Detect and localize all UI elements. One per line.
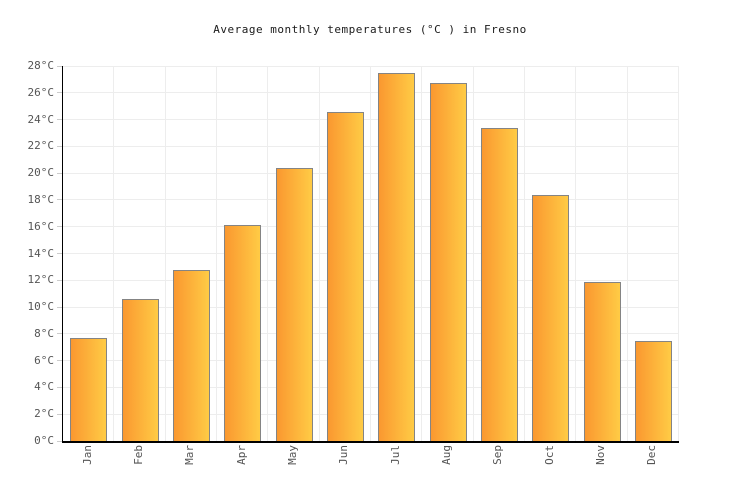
x-axis-label-jan: Jan: [80, 445, 94, 465]
x-axis-label-jul: Jul: [388, 445, 402, 465]
y-axis-label: 12°C: [27, 273, 55, 287]
y-tick: [57, 172, 62, 174]
x-gridline: [472, 66, 474, 441]
bar-jun: [326, 111, 364, 441]
y-tick: [57, 253, 62, 254]
y-axis-label: 8°C: [34, 326, 54, 340]
y-tick: [57, 386, 62, 388]
y-axis-label: 14°C: [27, 246, 55, 260]
bar-mar: [172, 269, 210, 441]
x-gridline: [370, 66, 371, 441]
y-tick: [57, 360, 62, 362]
x-gridline: [575, 66, 577, 441]
y-axis-label: 24°C: [27, 112, 55, 126]
y-tick: [57, 199, 62, 201]
y-axis-label: 2°C: [34, 407, 54, 421]
x-gridline: [524, 66, 525, 441]
y-axis-label: 4°C: [34, 380, 54, 394]
x-axis-label-oct: Oct: [542, 445, 556, 465]
x-gridline: [216, 66, 217, 441]
bar-nov: [583, 281, 621, 441]
bar-jan: [70, 337, 108, 441]
y-tick: [57, 65, 62, 67]
y-axis-label: 22°C: [27, 139, 55, 153]
y-gridline: [63, 65, 679, 67]
y-gridline: [63, 199, 679, 201]
y-axis-label: 16°C: [27, 219, 55, 233]
x-axis-label-feb: Feb: [132, 445, 145, 465]
y-tick: [57, 306, 62, 308]
y-axis-label: 18°C: [27, 192, 55, 206]
x-gridline: [626, 66, 628, 441]
y-tick: [57, 440, 62, 442]
x-axis-label-may: May: [286, 445, 299, 465]
y-axis-label: 26°C: [27, 85, 55, 99]
x-axis-label-dec: Dec: [645, 445, 659, 465]
x-axis-label-mar: Mar: [183, 445, 197, 465]
y-axis-label: 20°C: [27, 166, 55, 180]
y-gridline: [63, 119, 679, 121]
bar-oct: [532, 194, 570, 441]
y-axis-label: 6°C: [34, 353, 54, 367]
y-gridline: [63, 333, 679, 335]
y-tick: [57, 145, 62, 147]
y-gridline: [63, 360, 679, 362]
bar-sep: [480, 127, 518, 441]
bar-dec: [634, 340, 672, 441]
y-tick: [57, 413, 62, 415]
y-tick: [57, 279, 62, 281]
x-axis-label-nov: Nov: [594, 445, 607, 465]
x-gridline: [318, 66, 320, 441]
y-axis-label: 10°C: [27, 300, 55, 314]
y-tick: [57, 226, 62, 228]
y-gridline: [63, 226, 679, 228]
bar-apr: [224, 225, 262, 441]
y-tick: [57, 333, 62, 335]
bar-jul: [378, 72, 416, 441]
y-tick: [57, 92, 62, 94]
y-gridline: [63, 306, 679, 308]
bar-feb: [121, 299, 159, 441]
plot-area: [62, 65, 679, 443]
y-axis-label: 0°C: [34, 434, 54, 447]
y-gridline: [63, 145, 679, 147]
y-gridline: [63, 253, 679, 254]
bar-may: [275, 167, 313, 441]
y-gridline: [63, 386, 679, 388]
x-axis-label-apr: Apr: [234, 445, 248, 465]
x-gridline: [267, 66, 269, 441]
y-gridline: [63, 279, 679, 281]
x-gridline: [113, 66, 115, 441]
x-gridline: [164, 66, 166, 441]
chart-title: Average monthly temperatures (°C ) in Fr…: [213, 23, 527, 36]
x-gridline: [678, 66, 679, 441]
y-gridline: [63, 92, 679, 94]
x-axis-label-aug: Aug: [440, 445, 453, 465]
y-axis-label: 28°C: [27, 59, 55, 72]
bar-aug: [429, 83, 467, 441]
x-axis-label-sep: Sep: [491, 445, 505, 465]
y-gridline: [63, 413, 679, 415]
y-gridline: [63, 172, 679, 174]
y-tick: [57, 119, 62, 121]
x-axis-label-jun: Jun: [337, 445, 351, 465]
x-gridline: [421, 66, 423, 441]
